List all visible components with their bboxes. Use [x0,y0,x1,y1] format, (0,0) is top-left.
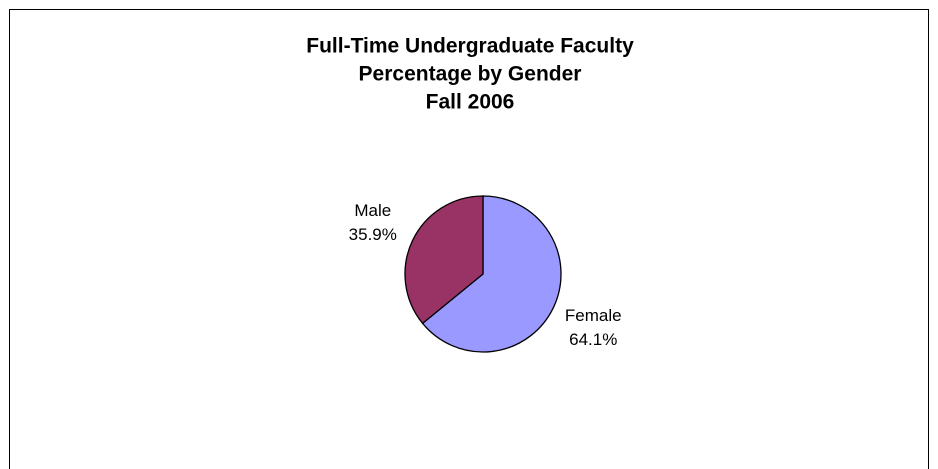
chart-title: Percentage by Gender [359,63,582,86]
pie-slice [421,195,562,353]
slice-value-label: 64.1% [569,330,617,349]
chart-title: Full-Time Undergraduate Faculty [306,35,634,58]
slice-label: Female [565,306,622,325]
chart-title: Fall 2006 [426,91,515,114]
pie-slice [404,195,484,325]
chart-border [9,9,929,469]
slice-value-label: 35.9% [349,225,397,244]
slice-label: Male [354,201,391,220]
